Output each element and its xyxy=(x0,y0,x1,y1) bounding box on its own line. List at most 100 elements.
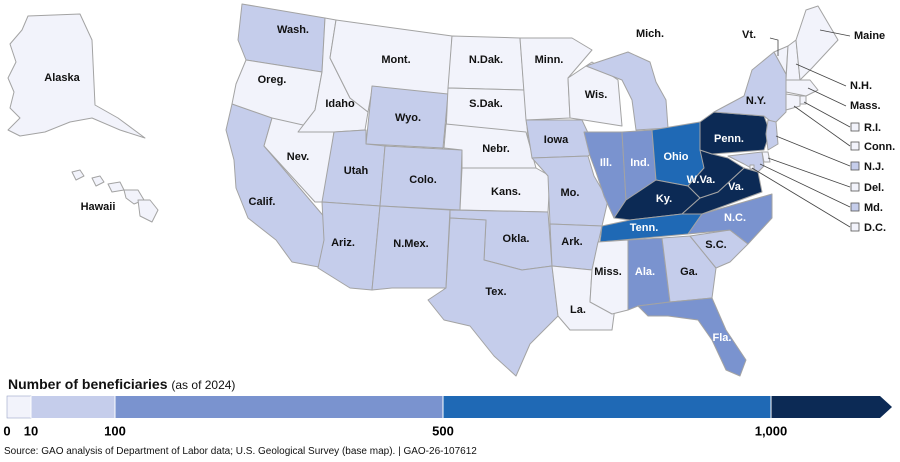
label-IN: Ind. xyxy=(630,157,650,169)
label-MS: Miss. xyxy=(594,266,622,278)
state-WV: W.Va. xyxy=(687,149,745,199)
state-MO: Mo. xyxy=(531,155,609,227)
label-NV: Nev. xyxy=(287,151,309,163)
label-NC: N.C. xyxy=(724,212,746,224)
legend-title-text: Number of beneficiaries xyxy=(8,376,168,392)
legend-subtitle: (as of 2024) xyxy=(171,378,236,392)
label-AL: Ala. xyxy=(635,266,655,278)
state-MI: Mich. xyxy=(585,28,669,131)
legend-CT: Conn. xyxy=(793,105,895,153)
state-IL: Ill. xyxy=(583,131,627,219)
label-AK: Alaska xyxy=(44,72,80,84)
label-MD: Md. xyxy=(864,202,883,214)
label-CO: Colo. xyxy=(409,174,437,186)
legend-MD: Md. xyxy=(759,163,883,214)
state-NJ xyxy=(765,119,779,151)
label-NJ: N.J. xyxy=(864,161,884,173)
legend-segment-1000-plus xyxy=(771,396,892,418)
label-AR: Ark. xyxy=(561,236,582,248)
label-UT: Utah xyxy=(344,165,369,177)
state-NY: N.Y. xyxy=(713,51,787,125)
legend-DC: D.C. xyxy=(751,167,886,234)
legend-segment-100-500 xyxy=(115,396,443,418)
label-MN: Minn. xyxy=(535,54,564,66)
label-DE: Del. xyxy=(864,182,884,194)
label-DC: D.C. xyxy=(864,222,886,234)
label-NM: N.Mex. xyxy=(393,238,428,250)
label-ME: Maine xyxy=(854,30,885,42)
legend-RI: R.I. xyxy=(803,101,881,134)
state-FL: Fla. xyxy=(637,297,747,377)
label-AZ: Ariz. xyxy=(331,237,355,249)
label-IA: Iowa xyxy=(544,134,569,146)
state-AR: Ark. xyxy=(549,223,603,271)
legend-title: Number of beneficiaries (as of 2024) xyxy=(8,376,235,392)
state-GA: Ga. xyxy=(661,235,717,303)
state-KS: Kans. xyxy=(459,167,551,213)
label-WY: Wyo. xyxy=(395,112,421,124)
state-CT xyxy=(785,93,801,111)
label-PA: Penn. xyxy=(714,133,744,145)
state-ND: N.Dak. xyxy=(447,35,525,91)
label-WI: Wis. xyxy=(585,89,608,101)
state-CO: Colo. xyxy=(379,145,463,211)
state-PA: Penn. xyxy=(699,111,771,155)
label-HI: Hawaii xyxy=(81,201,116,213)
legend-bar xyxy=(6,395,892,419)
label-ND: N.Dak. xyxy=(469,54,503,66)
state-MD xyxy=(727,151,765,173)
state-AK: Alaska xyxy=(7,13,146,139)
label-MI: Mich. xyxy=(636,28,664,40)
label-SC: S.C. xyxy=(705,239,726,251)
label-VT: Vt. xyxy=(742,29,756,41)
legend-tick-1000: 1,000 xyxy=(755,423,788,438)
label-ID: Idaho xyxy=(325,98,355,110)
label-WV: W.Va. xyxy=(687,174,716,186)
label-MA: Mass. xyxy=(850,100,881,112)
state-IA: Iowa xyxy=(525,119,597,159)
state-LA: La. xyxy=(551,265,617,331)
state-WY: Wyo. xyxy=(365,85,449,149)
label-TN: Tenn. xyxy=(630,222,659,234)
label-MO: Mo. xyxy=(561,187,580,199)
legend-DE: Del. xyxy=(767,157,884,194)
legend-tick-0: 0 xyxy=(3,423,10,438)
state-MA xyxy=(785,79,819,97)
label-KS: Kans. xyxy=(491,186,521,198)
state-WI: Wis. xyxy=(567,61,623,127)
source-note: Source: GAO analysis of Department of La… xyxy=(4,446,477,457)
legend-ticks: 0 10 100 500 1,000 xyxy=(3,423,787,438)
state-HI: Hawaii xyxy=(71,169,159,223)
label-LA: La. xyxy=(570,304,586,316)
state-AZ: Ariz. xyxy=(317,201,381,291)
label-NY: N.Y. xyxy=(746,95,766,107)
state-NM: N.Mex. xyxy=(371,205,451,291)
legend-tick-500: 500 xyxy=(432,423,454,438)
label-OR: Oreg. xyxy=(258,74,287,86)
label-GA: Ga. xyxy=(680,266,698,278)
label-RI: R.I. xyxy=(864,122,881,134)
state-MS: Miss. xyxy=(589,239,629,315)
legend-segment-500-1000 xyxy=(443,396,771,418)
label-NH: N.H. xyxy=(850,80,872,92)
label-NE: Nebr. xyxy=(482,143,510,155)
label-KY: Ky. xyxy=(656,193,672,205)
label-IL: Ill. xyxy=(600,157,612,169)
label-WA: Wash. xyxy=(277,24,309,36)
label-CA: Calif. xyxy=(249,196,276,208)
label-MT: Mont. xyxy=(381,54,410,66)
legend-tick-100: 100 xyxy=(104,423,126,438)
legend-segment-10-100 xyxy=(31,396,115,418)
legend-tick-10: 10 xyxy=(24,423,38,438)
label-CT: Conn. xyxy=(864,141,895,153)
label-FL: Fla. xyxy=(713,332,732,344)
legend-NJ: N.J. xyxy=(775,135,884,173)
legend-segment-0-10 xyxy=(6,395,32,419)
label-VA: Va. xyxy=(728,181,744,193)
state-NE: Nebr. xyxy=(443,123,537,169)
label-SD: S.Dak. xyxy=(469,98,503,110)
label-OK: Okla. xyxy=(503,233,530,245)
label-OH: Ohio xyxy=(663,151,688,163)
state-OK: Okla. xyxy=(449,209,553,271)
state-TX: Tex. xyxy=(427,217,559,377)
